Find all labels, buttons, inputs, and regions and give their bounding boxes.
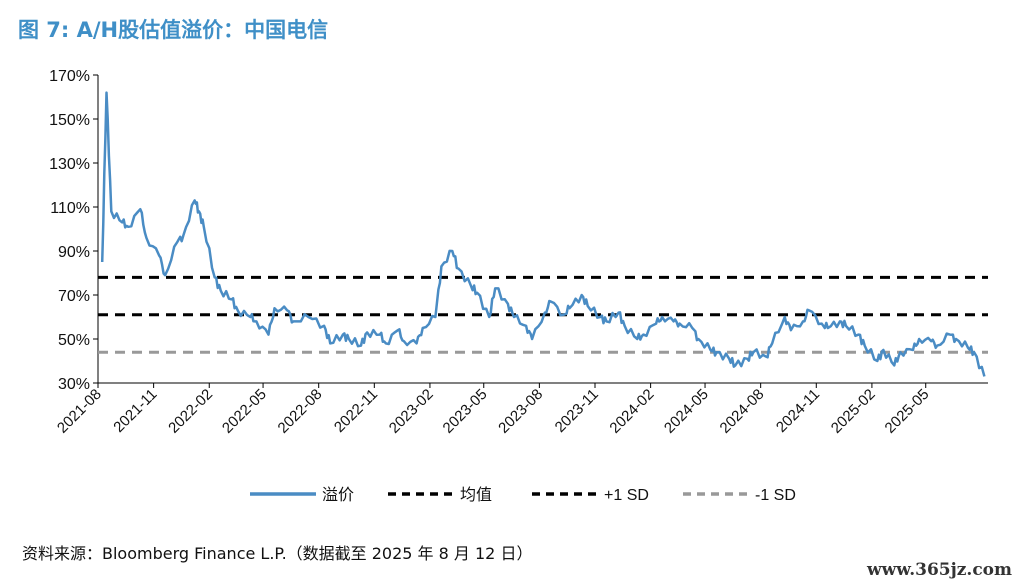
x-tick-label: 2022-02: [165, 386, 216, 437]
y-tick-label: 70%: [58, 288, 90, 305]
legend-mean: 均值: [388, 486, 492, 504]
legend-label: -1 SD: [755, 487, 796, 504]
x-tick-label: 2023-05: [440, 386, 491, 437]
premium-series-line: [100, 91, 986, 377]
x-tick-label: 2022-05: [219, 386, 270, 437]
x-tick-label: 2021-08: [54, 386, 105, 437]
legend-minus-1sd: -1 SD: [683, 487, 796, 504]
x-tick-label: 2023-08: [495, 386, 546, 437]
watermark: www.365jz.com: [861, 558, 1018, 582]
x-tick-label: 2022-11: [331, 386, 381, 436]
y-tick-label: 130%: [49, 156, 90, 173]
legend-plus-1sd: +1 SD: [532, 487, 649, 504]
x-tick-label: 2025-02: [828, 386, 879, 437]
x-tick-label: 2024-05: [661, 386, 712, 437]
legend-premium: 溢价: [250, 486, 354, 504]
chart-title: 图 7: A/H股估值溢价：中国电信: [18, 18, 329, 42]
x-tick-label: 2023-02: [386, 386, 437, 437]
y-tick-label: 110%: [50, 200, 90, 217]
y-tick-label: 170%: [49, 68, 90, 85]
y-tick-label: 150%: [49, 112, 90, 129]
x-tick-label: 2022-08: [275, 386, 326, 437]
x-tick-label: 2024-02: [606, 386, 657, 437]
y-tick-label: 50%: [58, 332, 90, 349]
x-tick-label: 2024-11: [773, 386, 823, 436]
x-tick-label: 2025-05: [882, 386, 933, 437]
y-tick-label: 30%: [58, 376, 90, 393]
source-note: 资料来源：Bloomberg Finance L.P.（数据截至 2025 年 …: [22, 544, 533, 563]
x-tick-label: 2024-08: [717, 386, 768, 437]
x-tick-label: 2021-11: [110, 386, 160, 436]
legend-label: +1 SD: [604, 487, 649, 504]
legend-label: 溢价: [322, 486, 354, 504]
x-tick-label: 2023-11: [552, 386, 602, 436]
legend-label: 均值: [460, 486, 492, 504]
y-tick-label: 90%: [58, 244, 90, 261]
